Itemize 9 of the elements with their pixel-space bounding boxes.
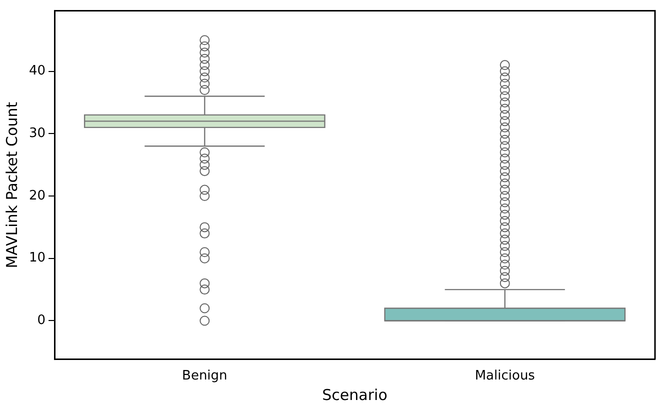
x-axis-title: Scenario bbox=[322, 386, 388, 404]
y-tick-label: 10 bbox=[28, 250, 46, 266]
y-tick-label: 30 bbox=[28, 126, 46, 142]
y-tick-label: 20 bbox=[28, 188, 46, 204]
x-tick-label: Benign bbox=[182, 368, 228, 384]
y-axis-title: MAVLink Packet Count bbox=[2, 102, 21, 268]
x-tick-label: Malicious bbox=[474, 368, 536, 384]
y-tick-label: 0 bbox=[37, 313, 46, 328]
y-tick-label: 40 bbox=[28, 64, 46, 79]
